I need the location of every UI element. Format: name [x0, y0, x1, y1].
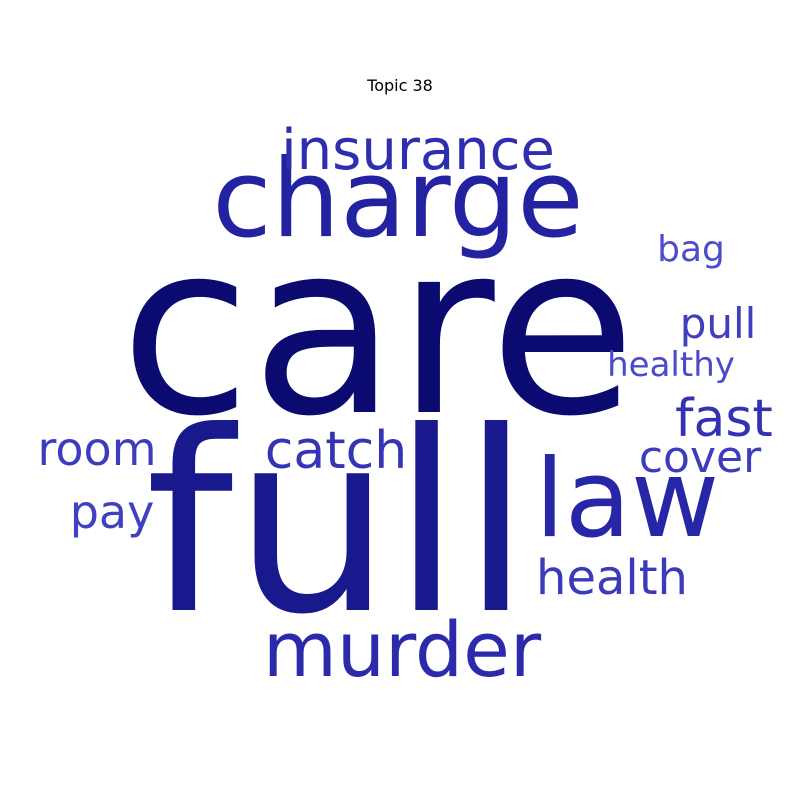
- word-care: care: [120, 192, 636, 469]
- word-full: full: [145, 378, 530, 669]
- chart-title: Topic 38: [367, 76, 433, 95]
- word-health: health: [536, 550, 688, 606]
- word-healthy: healthy: [607, 345, 735, 385]
- word-catch: catch: [265, 421, 407, 481]
- word-room: room: [38, 422, 157, 476]
- word-cover: cover: [639, 432, 762, 483]
- word-bag: bag: [657, 229, 725, 270]
- word-law: law: [535, 437, 720, 562]
- word-pull: pull: [680, 299, 757, 348]
- word-murder: murder: [263, 605, 542, 694]
- word-fast: fast: [675, 389, 773, 449]
- word-pay: pay: [70, 485, 155, 539]
- word-insurance: insurance: [281, 118, 555, 183]
- word-charge: charge: [212, 137, 584, 262]
